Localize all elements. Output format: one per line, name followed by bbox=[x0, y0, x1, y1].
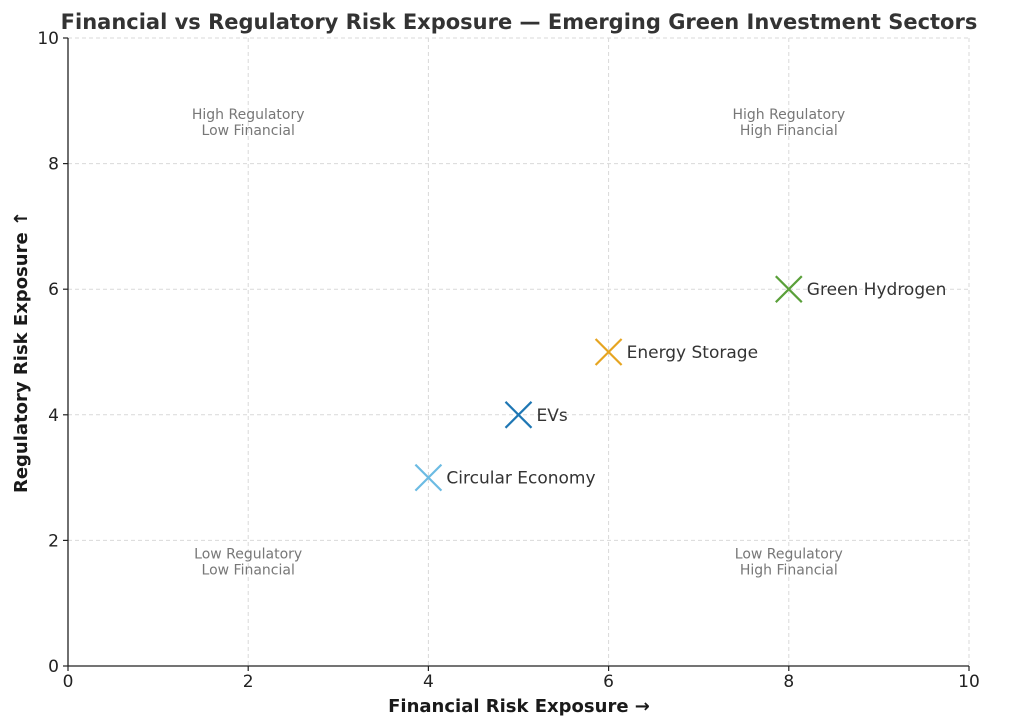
x-axis-label: Financial Risk Exposure → bbox=[388, 696, 650, 717]
data-points: EVs Green Hydrogen Energy Storage Circular … bbox=[414, 275, 947, 492]
x-tick-label: 10 bbox=[958, 672, 980, 692]
quadrant-label: Low Financial bbox=[202, 563, 295, 579]
quadrant-label: Low Regulatory bbox=[194, 547, 302, 563]
quadrant-label: High Financial bbox=[740, 123, 838, 139]
quadrant-label: Low Regulatory bbox=[735, 547, 843, 563]
chart-title: Financial vs Regulatory Risk Exposure — … bbox=[61, 10, 978, 34]
quadrant-label: High Regulatory bbox=[192, 107, 305, 123]
marker-stroke bbox=[775, 275, 803, 303]
y-tick-label: 8 bbox=[48, 155, 59, 175]
y-tick-label: 2 bbox=[48, 531, 59, 551]
y-tick-label: 6 bbox=[48, 280, 59, 300]
x-tick-label: 6 bbox=[603, 672, 614, 692]
y-tick-label: 0 bbox=[48, 657, 59, 677]
ticks: 0 2 4 6 8 10 0 2 4 6 8 10 bbox=[37, 29, 979, 692]
x-tick-label: 4 bbox=[423, 672, 434, 692]
data-point: EVs bbox=[504, 401, 568, 429]
quadrant-label: Low Financial bbox=[202, 123, 295, 139]
x-tick-label: 0 bbox=[63, 672, 74, 692]
quadrant-label: High Regulatory bbox=[732, 107, 845, 123]
x-tick-label: 2 bbox=[243, 672, 254, 692]
axes bbox=[67, 38, 969, 667]
point-label: Energy Storage bbox=[627, 343, 758, 363]
y-tick-label: 4 bbox=[48, 406, 59, 426]
x-tick-label: 8 bbox=[783, 672, 794, 692]
marker-stroke bbox=[414, 463, 443, 492]
y-tick-label: 10 bbox=[37, 29, 59, 49]
data-point: Energy Storage bbox=[594, 338, 758, 366]
y-axis-label: Regulatory Risk Exposure ↑ bbox=[11, 211, 32, 493]
marker-stroke bbox=[504, 401, 533, 429]
data-point: Green Hydrogen bbox=[775, 275, 947, 303]
grid bbox=[68, 37, 970, 666]
point-label: Green Hydrogen bbox=[807, 280, 947, 300]
data-point: Circular Economy bbox=[414, 463, 596, 492]
point-label: EVs bbox=[537, 406, 568, 426]
quadrant-label: High Financial bbox=[740, 563, 838, 579]
point-label: Circular Economy bbox=[446, 469, 595, 489]
marker-stroke bbox=[594, 338, 623, 366]
